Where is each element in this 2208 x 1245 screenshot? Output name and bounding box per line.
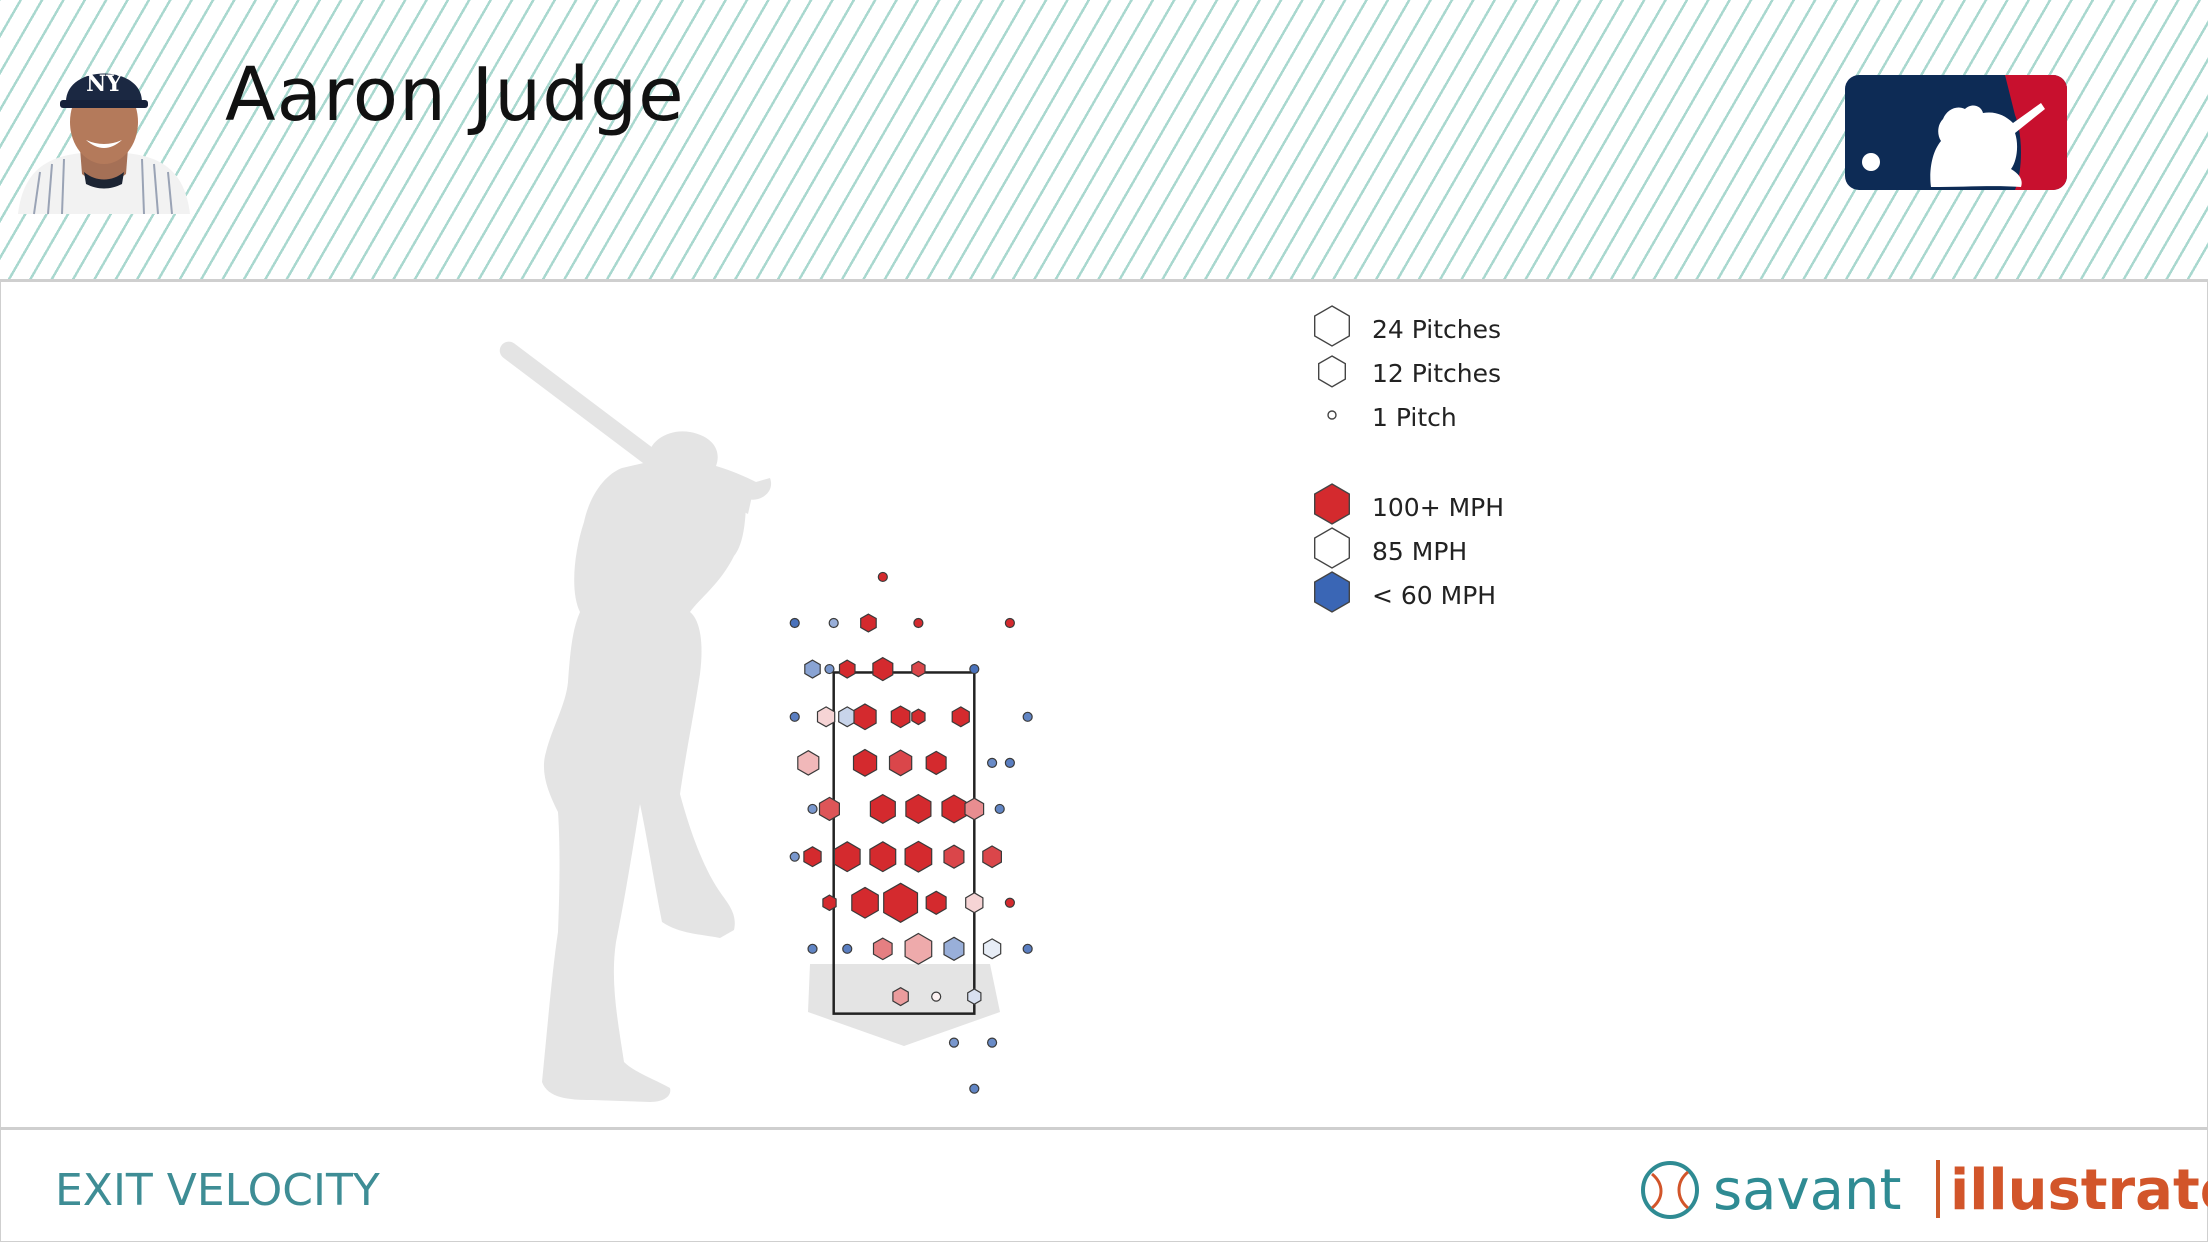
hexbin-47 [842,943,853,954]
hexbin-30 [941,794,967,824]
hexbin-6 [804,659,821,679]
hexbin-31 [964,797,985,821]
player-headshot-icon: NY [14,44,194,221]
batter-silhouette [499,341,1000,1102]
zone-chart [499,341,1033,1102]
hexbin-44 [965,892,984,914]
hexbin-16 [890,705,911,729]
hexbin-33 [789,851,800,862]
hexbin-14 [838,706,857,728]
zone-plot [0,282,2208,1127]
header-banner: NY Aaron Judge [0,0,2208,282]
hexbin-24 [986,757,998,768]
hexbin-46 [807,943,818,954]
hexbin-55 [967,988,982,1005]
hexbin-20 [797,750,820,776]
hexbin-35 [833,841,861,873]
hexbin-48 [872,937,893,961]
mlb-logo-icon [1845,75,2067,195]
hexbin-22 [888,749,913,777]
hexbin-38 [943,844,965,869]
hexagon-hot-icon [1313,483,1350,525]
hexbin-15 [853,703,877,731]
player-name: Aaron Judge [225,52,685,138]
hexbin-45 [1004,897,1015,908]
legend-color-neutral: 85 MPH [1310,527,1550,571]
legend-size-1: 1 Pitch [1310,393,1550,437]
legend-color-hot-label: 100+ MPH [1372,493,1505,522]
hexbin-21 [852,748,878,777]
hexagon-24-icon [1313,305,1350,347]
hexbin-23 [925,750,947,776]
legend-size-12: 12 Pitches [1310,349,1550,393]
strike-zone [832,671,976,1015]
hexagon-12-icon [1317,355,1346,388]
hexbin-36 [869,841,897,873]
hexbin-11 [969,663,980,675]
hexbin-49 [904,932,933,965]
baseball-icon [1641,1161,1699,1219]
hexbin-57 [986,1037,998,1048]
legend-size-24-label: 24 Pitches [1372,315,1502,344]
hexbin-53 [892,987,909,1007]
hexbin-17 [911,708,926,726]
legend-color-neutral-label: 85 MPH [1372,537,1468,566]
hexbin-1 [860,613,877,633]
hexbin-4 [789,617,800,629]
hexagon-cold-icon [1313,571,1350,613]
hexbin-40 [822,894,837,912]
hexbin-26 [807,803,818,815]
hexbin-8 [838,659,856,679]
brand-savant: savant [1713,1158,1902,1223]
hexbin-29 [905,793,932,824]
legend-color-cold-label: < 60 MPH [1372,581,1497,610]
hexbin-37 [904,840,933,873]
hexbin-10 [911,660,926,678]
hexbin-39 [982,845,1003,869]
hexbin-58 [969,1083,980,1094]
hexbin-3 [1004,617,1015,629]
hexbin-25 [1004,757,1015,768]
footer: EXIT VELOCITY savant illustrator [0,1127,2208,1245]
hexbin-43 [925,890,947,915]
legend-size-12-label: 12 Pitches [1372,359,1502,388]
hexbin-layer [789,571,1033,1094]
hexbin-9 [872,656,894,682]
hexbin-42 [883,882,919,923]
legend-size-1-label: 1 Pitch [1372,403,1457,432]
hexbin-50 [943,936,965,961]
hexagon-1-icon [1327,410,1337,420]
legend-color-cold: < 60 MPH [1310,571,1550,615]
hexbin-54 [931,991,942,1002]
hexbin-27 [818,796,841,822]
hexagon-neutral-icon [1313,527,1350,569]
hexbin-13 [816,706,836,728]
hexbin-56 [948,1037,960,1048]
hexbin-51 [982,938,1002,960]
hexbin-28 [869,793,896,824]
hexbin-5 [828,617,839,629]
hexbin-41 [851,886,879,919]
hexbin-32 [994,803,1005,815]
hexbin-52 [1022,943,1033,954]
hexbin-2 [913,617,924,629]
hexbin-19 [1022,711,1033,722]
metric-title: EXIT VELOCITY [55,1165,380,1216]
brand-separator [1936,1160,1940,1218]
hexbin-18 [951,706,970,728]
legend-color-hot: 100+ MPH [1310,483,1550,527]
hexbin-0 [877,571,888,583]
brand-illustrator: illustrator [1950,1158,2208,1223]
hexbin-7 [824,663,835,675]
hexbin-34 [803,846,822,868]
legend-size-24: 24 Pitches [1310,305,1550,349]
svg-text:NY: NY [86,71,122,97]
hexbin-12 [789,711,800,722]
